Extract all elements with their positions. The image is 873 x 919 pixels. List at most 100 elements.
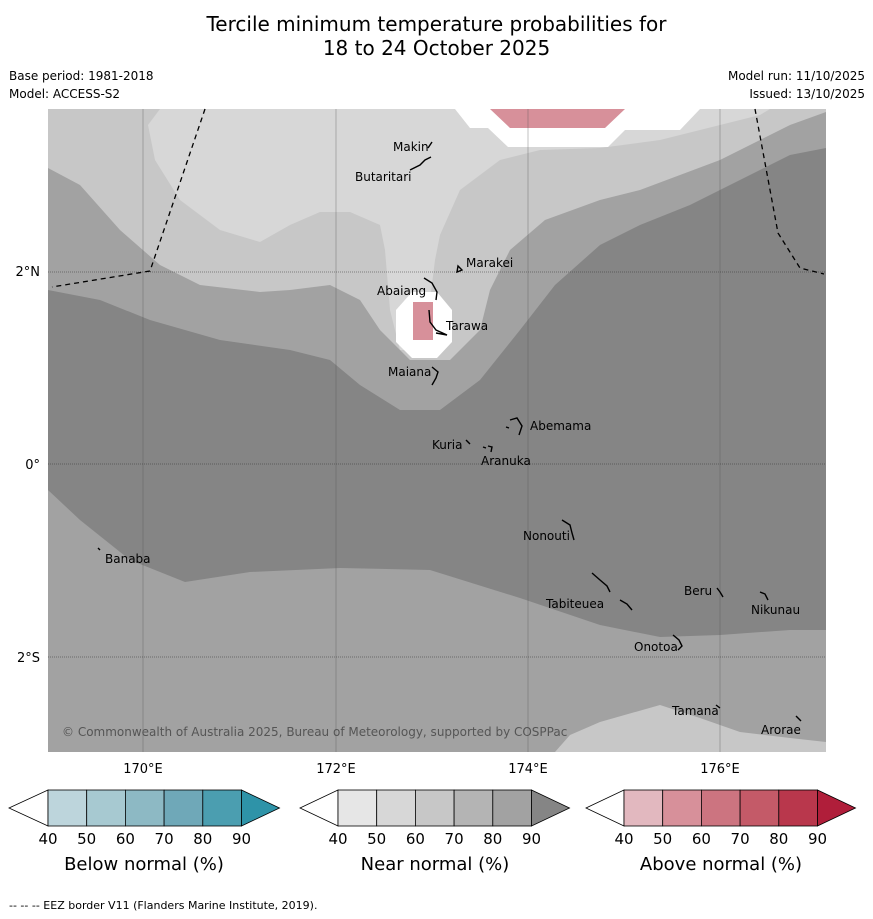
colorbar-segment [453, 789, 494, 827]
place-label-tamana: Tamana [671, 704, 719, 718]
place-label-maiana: Maiana [388, 365, 431, 379]
map-title: Tercile minimum temperature probabilitie… [0, 12, 873, 60]
colorbar-segment [163, 789, 204, 827]
lat-label: 2°N [16, 265, 41, 280]
place-label-abemama: Abemama [530, 419, 591, 433]
colorbar-label-near: Near normal (%) [360, 854, 510, 875]
latitude-labels: 2°N 0° 2°S [16, 265, 41, 666]
place-labels: Makin Butaritari Marakei Abaiang Tarawa Maian… [105, 140, 801, 737]
meta-left: Base period: 1981-2018 Model: ACCESS-S2 [9, 67, 154, 103]
colorbar-segment [337, 789, 378, 827]
place-label-aranuka: Aranuka [481, 454, 531, 468]
island-nikunau [759, 591, 769, 601]
island-kuria [465, 439, 471, 445]
colorbar-segment [47, 789, 88, 827]
colorbar-segment [414, 789, 455, 827]
colorbar-segment [623, 789, 664, 827]
island-nonouti [561, 519, 575, 541]
colorbar-segment [739, 789, 780, 827]
island-makin [427, 141, 433, 149]
contour-60-south [555, 705, 826, 752]
island-abemama [505, 417, 523, 436]
place-label-arorae: Arorae [761, 723, 801, 737]
colorbar-tick-label: 50 [77, 830, 96, 848]
colorbar-high-extension [817, 789, 857, 827]
place-label-marakei: Marakei [466, 256, 513, 270]
colorbar-above: 40 50 60 70 80 90 [585, 789, 857, 848]
colorbar-high-extension [241, 789, 281, 827]
place-label-tabiteuea: Tabiteuea [545, 597, 604, 611]
colorbar-tick-label: 90 [522, 830, 541, 848]
longitude-labels: 170°E 172°E 174°E 176°E [123, 762, 740, 777]
colorbar-segment [778, 789, 818, 827]
islands [97, 141, 802, 722]
colorbar-segment [125, 789, 165, 827]
place-label-butaritari: Butaritari [355, 170, 412, 184]
base-period: Base period: 1981-2018 [9, 69, 154, 83]
eez-border-west [51, 108, 206, 288]
contour-70-south [48, 490, 826, 752]
colorbar-tick-label: 60 [692, 830, 711, 848]
colorbar-low-extension [299, 789, 339, 827]
colorbar-tick-label: 90 [232, 830, 251, 848]
colorbar-low-extension [8, 789, 49, 827]
island-aranuka [482, 445, 493, 453]
island-arorae [795, 715, 802, 722]
colorbar-tick-label: 80 [193, 830, 212, 848]
lat-label: 0° [25, 458, 40, 473]
meta-right: Model run: 11/10/2025 Issued: 13/10/2025 [728, 67, 865, 103]
colorbar-label-above: Above normal (%) [639, 854, 803, 875]
place-label-kuria: Kuria [432, 438, 463, 452]
colorbar-segment [662, 789, 702, 827]
colorbar-tick-label: 70 [731, 830, 750, 848]
colorbar-high-extension [531, 789, 571, 827]
colorbar-segment [492, 789, 532, 827]
colorbar-segment [86, 789, 126, 827]
colorbar-tick-label: 60 [406, 830, 425, 848]
lon-label: 172°E [316, 762, 356, 777]
place-label-makin: Makin [393, 140, 429, 154]
place-label-banaba: Banaba [105, 552, 151, 566]
island-tarawa [428, 309, 448, 336]
place-label-nonouti: Nonouti [523, 529, 570, 543]
colorbar-segment [376, 789, 416, 827]
island-beru [716, 587, 724, 598]
island-butaritari [409, 156, 432, 171]
place-label-tarawa: Tarawa [445, 319, 488, 333]
colorbar-tick-label: 50 [653, 830, 672, 848]
island-tabiteuea [591, 572, 633, 611]
colorbar-below: 40 50 60 70 80 90 [8, 789, 281, 848]
island-marakei [456, 264, 464, 274]
contour-50-north [148, 109, 770, 350]
eez-footer-note: -- -- -- EEZ border V11 (Flanders Marine… [9, 899, 318, 912]
model-run: Model run: 11/10/2025 [727, 69, 865, 83]
map-area [48, 109, 826, 752]
colorbar-tick-label: 40 [328, 830, 347, 848]
title-line-2: 18 to 24 October 2025 [322, 36, 551, 60]
colorbar-tick-label: 60 [116, 830, 135, 848]
colorbar-tick-label: 90 [808, 830, 827, 848]
copyright-notice: © Commonwealth of Australia 2025, Bureau… [62, 725, 567, 739]
colorbar-label-below: Below normal (%) [64, 854, 224, 875]
model-name: Model: ACCESS-S2 [9, 87, 121, 101]
colorbar-tick-label: 70 [155, 830, 174, 848]
colorbars: 40 50 60 70 80 90 40 50 60 70 80 90 40 50 60 70 80 90 [8, 789, 857, 848]
colorbar-tick-label: 50 [367, 830, 386, 848]
lon-label: 170°E [123, 762, 163, 777]
colorbar-tick-label: 40 [38, 830, 57, 848]
place-label-nikunau: Nikunau [751, 603, 800, 617]
island-abaiang [423, 277, 438, 301]
lon-label: 174°E [508, 762, 548, 777]
island-banaba [97, 547, 101, 551]
colorbar-segment [202, 789, 242, 827]
island-onotoa [672, 634, 683, 651]
above-normal-tarawa [413, 302, 433, 340]
colorbar-tick-label: 80 [769, 830, 788, 848]
colorbar-tick-label: 40 [614, 830, 633, 848]
island-maiana [431, 366, 439, 386]
colorbar-tick-label: 70 [445, 830, 464, 848]
island-tamana [715, 704, 721, 709]
lat-label: 2°S [17, 651, 40, 666]
eez-border-east [754, 108, 825, 275]
